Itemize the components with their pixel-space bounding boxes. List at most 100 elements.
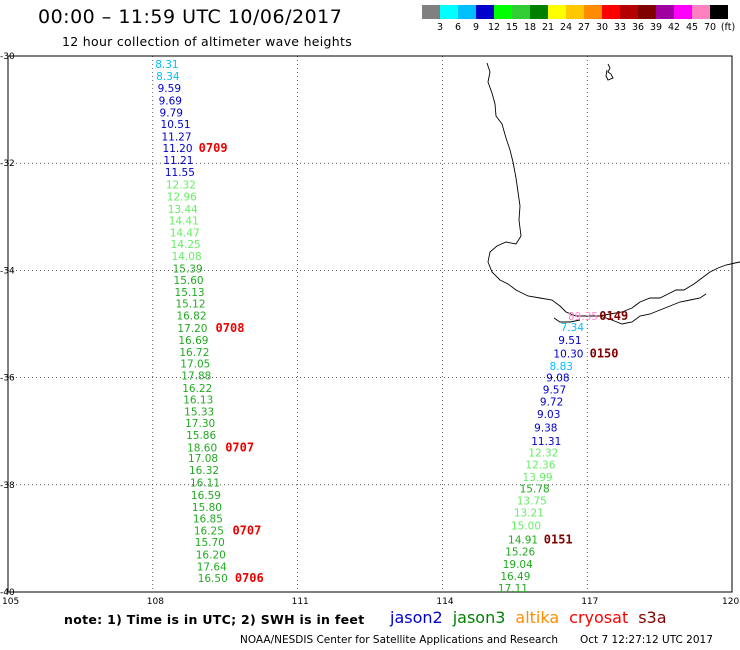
swh-point-label: 17.88 [181,370,211,382]
satellite-altika: altika [515,608,560,627]
swh-point-label: 16.32 [189,465,219,477]
swh-point-label: 8.34 [156,71,180,83]
swh-point-label: 7.34 [561,322,585,334]
swh-point-label: 16.11 [190,478,220,490]
swh-point-label: 16.49 [500,571,530,583]
legend-label: 9 [472,22,480,33]
lon-tick-label: 108 [147,597,164,607]
legend-label: 33 [613,22,627,33]
swh-point-label: 9.51 [558,335,581,347]
legend-swatch [674,5,692,19]
swh-point-label: 9.38 [534,422,557,434]
legend-swatch [530,5,548,19]
lat-tick-label: -34 [0,266,15,276]
legend-swatch [692,5,710,19]
satellite-jason3: jason3 [452,608,506,627]
swh-point-label: 9.69 [159,95,182,107]
legend-swatch [584,5,602,19]
time-label: 0151 [544,532,573,546]
swh-point-label: 15.26 [505,546,535,558]
swh-point-label: 16.20 [196,549,226,561]
swh-point-label: 17.11 [498,583,528,595]
swh-point-label: 10.51 [161,119,191,131]
swh-point-label: 11.27 [161,131,191,143]
swh-point-label: 19.04 [503,559,533,571]
swh-point-label: 15.80 [192,502,222,514]
legend-label: 42 [667,22,681,33]
legend-label: 15 [505,22,519,33]
swh-point-label: 16.72 [179,347,209,359]
swh-point-label: 15.78 [520,484,550,496]
satellite-cryosat: cryosat [569,608,629,627]
swh-point-label: 17.20 [177,323,207,335]
lon-tick-label: 111 [292,597,309,607]
legend-label: 36 [631,22,645,33]
swh-point-label: 15.12 [175,299,205,311]
swh-point-label: 9.59 [158,83,181,95]
legend-swatch [638,5,656,19]
swh-point-label: 14.47 [170,227,200,239]
swh-point-label: 9.08 [546,373,569,385]
swh-point-label: 16.22 [182,383,212,395]
legend-label: 12 [487,22,501,33]
swh-point-label: 9.79 [160,107,183,119]
swh-point-label: 15.70 [195,537,225,549]
legend-swatch [422,5,440,19]
legend-label: 3 [436,22,444,33]
time-label: 0149 [599,309,628,323]
time-label: 0707 [232,523,261,537]
swh-point-label: 13.21 [514,508,544,520]
swh-point-label: 15.13 [175,287,205,299]
swh-point-label: 9.57 [543,384,566,396]
swh-point-label: 14.25 [171,239,201,251]
time-label: 0707 [225,440,254,454]
swh-point-label: 16.13 [183,395,213,407]
lat-tick-label: -36 [0,374,15,384]
lon-tick-label: 114 [436,597,453,607]
legend-swatch [710,5,728,19]
lat-tick-label: -40 [0,588,15,598]
legend-label: 24 [559,22,573,33]
swh-point-label: 16.82 [176,310,206,322]
swh-point-label: 89.35 [568,311,598,323]
swh-point-label: 13.44 [168,204,198,216]
legend-swatch [512,5,530,19]
swh-point-label: 11.31 [531,436,561,448]
swh-point-label: 14.08 [172,251,202,263]
swh-point-label: 12.32 [528,448,558,460]
swh-point-label: 16.85 [193,514,223,526]
legend-label: 27 [577,22,591,33]
time-label: 0150 [590,346,619,360]
legend-swatch [656,5,674,19]
color-legend-labels: 3 6 9 12 15 18 21 24 27 30 33 36 39 42 45 70 (ft) [422,22,740,34]
swh-point-label: 17.05 [180,359,210,371]
legend-swatch [602,5,620,19]
swh-point-label: 16.25 [194,525,224,537]
swh-point-label: 8.83 [550,361,573,373]
swh-point-label: 12.96 [167,191,197,203]
swh-point-label: 17.08 [188,453,218,465]
swh-point-label: 17.30 [185,418,215,430]
swh-point-label: 14.91 [508,534,538,546]
legend-label: 18 [523,22,537,33]
swh-point-label: 15.60 [174,275,204,287]
swh-point-label: 18.60 [187,442,217,454]
satellite-s3a: s3a [638,608,667,627]
swh-point-label: 15.33 [184,406,214,418]
swh-point-label: 16.50 [198,573,228,585]
swh-point-label: 11.21 [163,155,193,167]
color-legend-bar [422,5,728,19]
lon-tick-label: 117 [581,597,598,607]
time-label: 0708 [216,321,245,335]
legend-label: (ft) [720,22,736,33]
map-subtitle: 12 hour collection of altimeter wave hei… [62,34,353,49]
legend-swatch [548,5,566,19]
track-jason3: 8.318.349.599.699.7910.5111.2711.2011.21… [155,59,264,585]
legend-swatch [620,5,638,19]
swh-point-label: 9.72 [540,397,563,409]
legend-label: 45 [685,22,699,33]
lon-tick-label: 105 [2,597,19,607]
australia-coastline [486,62,740,325]
